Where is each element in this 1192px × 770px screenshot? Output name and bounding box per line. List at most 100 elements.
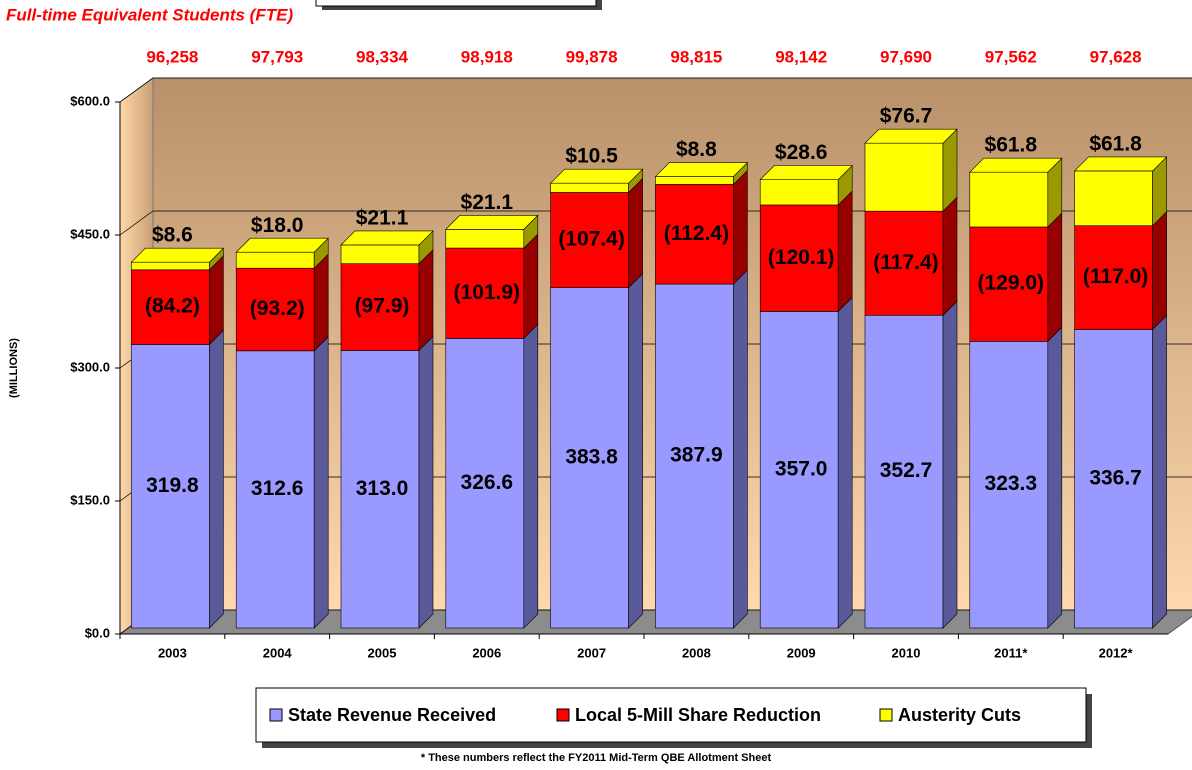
bar-top bbox=[549, 168, 644, 184]
subtitle: Full-time Equivalent Students (FTE) bbox=[6, 5, 293, 24]
bar-segment bbox=[759, 311, 839, 629]
data-label: 387.9 bbox=[670, 444, 723, 467]
data-label: (120.1) bbox=[768, 246, 835, 269]
fte-label: 99,878 bbox=[566, 47, 618, 66]
fte-label: 97,562 bbox=[985, 47, 1037, 66]
bar-side bbox=[942, 196, 958, 316]
data-label: 383.8 bbox=[565, 445, 618, 468]
fte-label: 96,258 bbox=[146, 47, 198, 66]
y-axis-label: (MILLIONS) bbox=[8, 338, 20, 398]
data-label: (117.0) bbox=[1083, 265, 1148, 288]
bar-segment bbox=[235, 251, 315, 269]
y-tick-label: $600.0 bbox=[70, 93, 110, 108]
data-label: $8.6 bbox=[152, 224, 193, 247]
title-box bbox=[315, 0, 597, 7]
data-label: 326.6 bbox=[461, 471, 514, 494]
bar-side bbox=[523, 233, 539, 340]
data-label: (129.0) bbox=[978, 272, 1045, 295]
bar-side bbox=[733, 169, 748, 285]
bar-top bbox=[445, 215, 539, 230]
data-label: $10.5 bbox=[565, 145, 618, 168]
bar-top bbox=[130, 247, 225, 263]
bar-segment bbox=[131, 269, 210, 345]
bar-side bbox=[209, 329, 224, 629]
data-label: (101.9) bbox=[454, 281, 521, 304]
bar-segment bbox=[969, 341, 1049, 629]
bar-segment bbox=[655, 283, 734, 629]
bar-segment bbox=[235, 350, 315, 629]
fte-label: 97,690 bbox=[880, 47, 932, 66]
x-tick-label: 2009 bbox=[787, 645, 816, 660]
bar-segment bbox=[445, 229, 525, 249]
fte-label: 98,918 bbox=[461, 47, 513, 66]
bar-side bbox=[942, 300, 958, 629]
bar-side bbox=[209, 255, 224, 346]
bar-segment bbox=[969, 171, 1049, 228]
x-tick-label: 2011* bbox=[994, 645, 1028, 660]
data-label: (107.4) bbox=[558, 228, 625, 251]
bar-side bbox=[418, 335, 434, 629]
data-label: 357.0 bbox=[775, 457, 828, 480]
bar-top bbox=[340, 230, 434, 246]
bar-side bbox=[313, 336, 329, 629]
data-label: 336.7 bbox=[1089, 466, 1142, 489]
grid-line bbox=[119, 77, 1192, 103]
data-label: (117.4) bbox=[873, 251, 938, 274]
x-tick-label: 2008 bbox=[682, 645, 711, 660]
fte-label: 98,334 bbox=[356, 47, 409, 66]
bar-segment bbox=[550, 287, 629, 629]
x-tick-label: 2012* bbox=[1099, 645, 1134, 660]
legend-label: Local 5-Mill Share Reduction bbox=[575, 705, 821, 725]
bar-segment bbox=[655, 184, 734, 285]
bar-side bbox=[1047, 326, 1063, 629]
bar-segment bbox=[131, 344, 210, 629]
data-label: 312.6 bbox=[251, 477, 304, 500]
bar-segment bbox=[550, 182, 629, 193]
bar-top bbox=[864, 128, 958, 144]
data-label: $21.1 bbox=[461, 191, 514, 214]
bar-top bbox=[1073, 156, 1168, 172]
x-tick-label: 2007 bbox=[577, 645, 606, 660]
bar-top bbox=[654, 162, 749, 177]
bar-side bbox=[837, 190, 853, 313]
bar-side bbox=[313, 253, 329, 352]
data-label: $21.1 bbox=[356, 207, 409, 230]
data-label: $61.8 bbox=[985, 134, 1038, 157]
bar-segment bbox=[340, 350, 420, 629]
data-label: (112.4) bbox=[664, 222, 729, 245]
bar-segment bbox=[1074, 170, 1153, 227]
data-label: 323.3 bbox=[985, 472, 1038, 495]
x-tick-label: 2003 bbox=[158, 645, 187, 660]
legend-label: State Revenue Received bbox=[288, 705, 496, 725]
bar-side bbox=[628, 272, 643, 629]
bar-segment bbox=[550, 192, 629, 288]
bar-top bbox=[235, 237, 329, 253]
data-label: 313.0 bbox=[356, 477, 409, 500]
data-label: $18.0 bbox=[251, 214, 304, 237]
data-label: (97.9) bbox=[355, 295, 410, 318]
legend-label: Austerity Cuts bbox=[898, 705, 1021, 725]
data-label: 352.7 bbox=[880, 459, 933, 482]
bar-side bbox=[628, 177, 643, 289]
fte-label: 97,628 bbox=[1090, 47, 1142, 66]
bar-segment bbox=[759, 204, 839, 312]
y-tick-label: $150.0 bbox=[70, 492, 110, 507]
data-label: 319.8 bbox=[146, 474, 199, 497]
bar-segment bbox=[445, 338, 525, 629]
bar-segment bbox=[235, 267, 315, 352]
bar-segment bbox=[340, 263, 420, 351]
bar-segment bbox=[131, 261, 210, 271]
y-tick-label: $450.0 bbox=[70, 226, 110, 241]
fte-label: 98,142 bbox=[775, 47, 827, 66]
bar-side bbox=[523, 323, 539, 629]
bar-side bbox=[1152, 210, 1167, 331]
legend-swatch bbox=[556, 708, 570, 722]
bar-side bbox=[418, 248, 434, 352]
data-label: $28.6 bbox=[775, 141, 828, 164]
legend-swatch bbox=[269, 708, 283, 722]
data-label: $8.8 bbox=[676, 138, 717, 161]
bar-segment bbox=[969, 226, 1049, 342]
bar-segment bbox=[445, 247, 525, 339]
bar-side bbox=[837, 296, 853, 629]
